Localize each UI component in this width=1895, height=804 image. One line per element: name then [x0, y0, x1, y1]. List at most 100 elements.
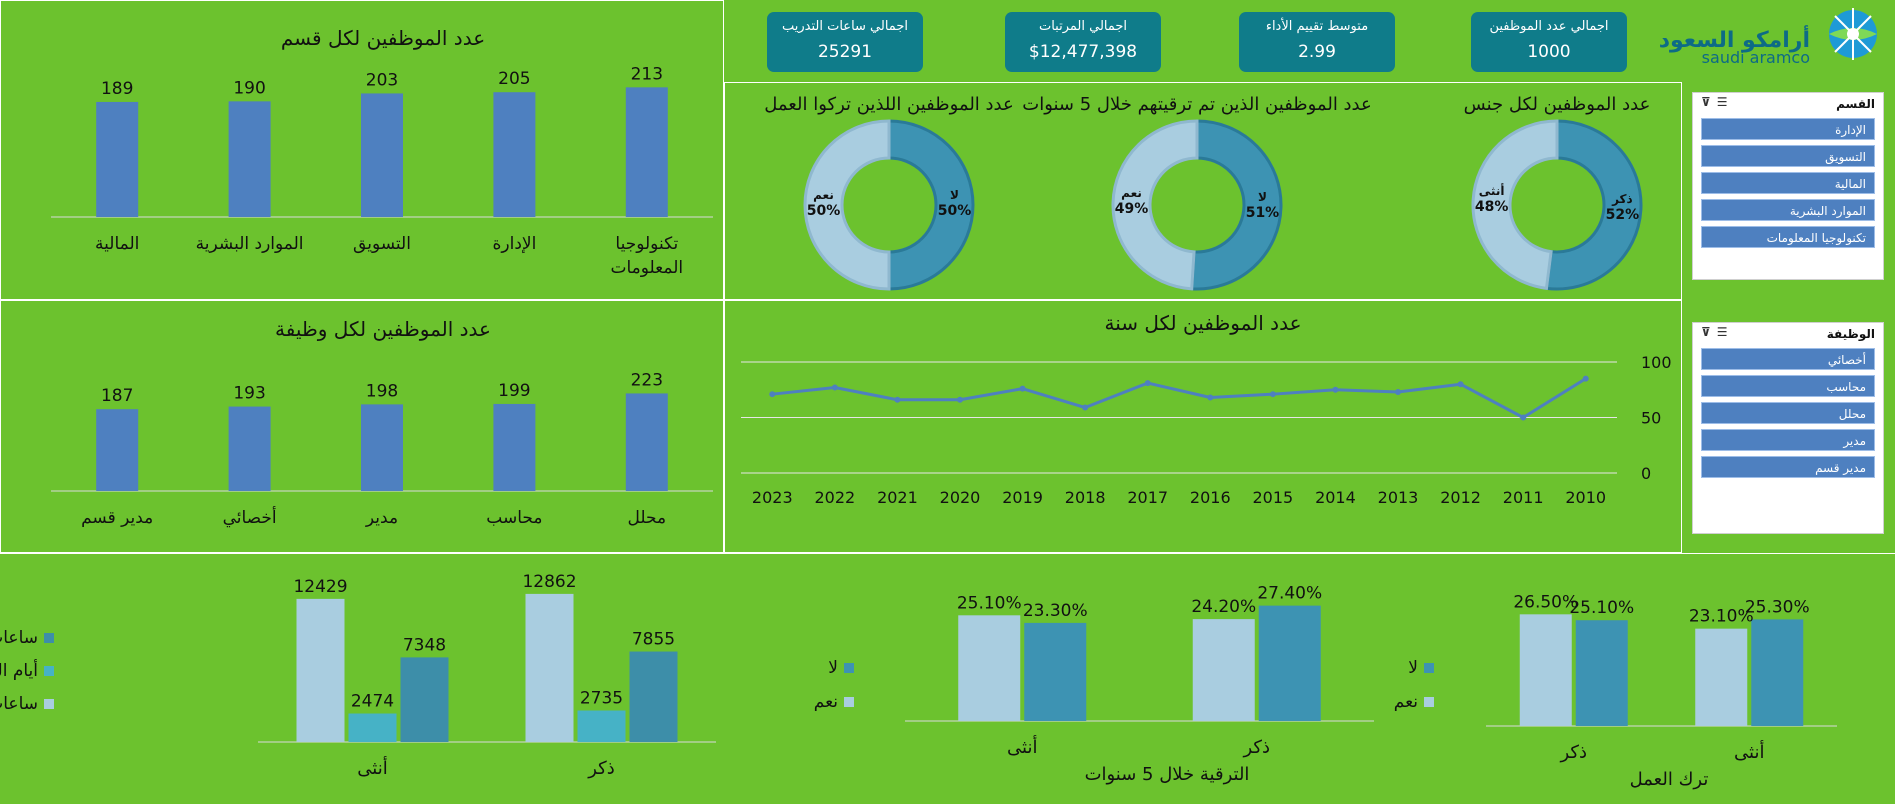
legend-swatch	[44, 699, 54, 709]
data-label: 27.40%	[1257, 584, 1322, 604]
slicer-item-manager[interactable]: مدير	[1701, 429, 1875, 451]
legend-swatch	[1424, 663, 1434, 673]
legend-label: نعم	[1394, 692, 1418, 712]
x-tick-label: 2015	[1252, 488, 1293, 507]
slicer-item-dept-manager[interactable]: مدير قسم	[1701, 456, 1875, 478]
kpi-title: اجمالي المرتبات	[1038, 19, 1128, 34]
bar	[228, 101, 271, 217]
bar	[348, 713, 397, 742]
legend-swatch	[44, 666, 54, 676]
kpi-employees: اجمالي عدد الموظفين 1000	[1471, 12, 1627, 72]
slice-percent: 48%	[1475, 199, 1509, 215]
data-label: 25.30%	[1745, 597, 1810, 617]
chart-title: عدد الموظفين اللذين تركوا العمل	[764, 94, 1013, 115]
data-label: 23.10%	[1689, 607, 1754, 627]
slice-label: ذكر	[1611, 192, 1633, 206]
bar	[958, 615, 1021, 721]
kpi-value: $12,477,398	[1028, 42, 1138, 62]
slicer-item-it[interactable]: تكنولوجيا المعلومات	[1701, 226, 1875, 248]
x-tick-label: 2016	[1190, 488, 1231, 507]
bar	[296, 598, 345, 742]
data-label: 203	[366, 70, 398, 90]
data-label: 7855	[632, 630, 675, 650]
data-label: 193	[233, 384, 265, 404]
donut-slice	[1471, 119, 1559, 291]
multi-select-icon[interactable]: ☰	[1716, 95, 1734, 109]
tick-label: الموارد البشرية	[196, 234, 304, 254]
slicer-item-marketing[interactable]: التسويق	[1701, 145, 1875, 167]
slicer-item-finance[interactable]: المالية	[1701, 172, 1875, 194]
legend-swatch	[1424, 697, 1434, 707]
chart-title: عدد الموظفين لكل قسم	[281, 26, 485, 50]
x-tick-label: 2021	[877, 488, 918, 507]
data-label: 189	[101, 79, 133, 99]
data-label: 190	[233, 78, 265, 98]
data-label: 12862	[522, 572, 576, 592]
slicer-item-admin[interactable]: الإدارة	[1701, 118, 1875, 140]
tick-label: المالية	[95, 234, 139, 254]
data-label: 7348	[403, 635, 446, 655]
data-point	[1395, 388, 1401, 395]
dept-chart-panel: عدد الموظفين لكل قسم 213 تكنولوجيا المعلوما…	[0, 0, 724, 300]
tick-label: مدير قسم	[81, 508, 153, 528]
x-tick-label: 2023	[752, 488, 793, 507]
legend-label: ساعات التدريب	[0, 694, 38, 714]
slicer-item-analyst[interactable]: محلل	[1701, 402, 1875, 424]
bar	[493, 92, 536, 217]
legend-swatch	[844, 663, 854, 673]
clear-filter-icon[interactable]: ⊽	[1701, 325, 1717, 339]
slicer-item-hr[interactable]: الموارد البشرية	[1701, 199, 1875, 221]
bar	[577, 710, 626, 742]
data-point	[1207, 394, 1214, 401]
tick-label: ذكر	[587, 758, 615, 779]
axis-title: ترك العمل	[1630, 769, 1709, 790]
slicer-item-accountant[interactable]: محاسب	[1701, 375, 1875, 397]
series-line	[772, 377, 1587, 419]
bar	[625, 393, 668, 491]
data-point	[1082, 404, 1089, 411]
donut-slice	[1190, 119, 1283, 291]
legend-label: ساعات العمل الإضافي	[0, 628, 38, 648]
tick-label: مدير	[365, 508, 398, 528]
slice-label: لا	[1258, 190, 1267, 204]
x-tick-label: 2011	[1503, 488, 1544, 507]
bar	[96, 101, 139, 217]
dept-bar-chart: عدد الموظفين لكل قسم 213 تكنولوجيا المعلوما…	[51, 26, 713, 278]
tick-label: الإدارة	[492, 234, 536, 254]
data-point	[1582, 375, 1589, 382]
data-label: 25.10%	[957, 593, 1022, 613]
bar	[1751, 619, 1804, 726]
tick-label: أنثى	[1007, 735, 1037, 758]
pies-panel: عدد الموظفين لكل جنس ذكر 52% أنثى 48% عدد الم…	[724, 82, 1682, 300]
legend-swatch	[844, 697, 854, 707]
data-point	[831, 384, 838, 391]
data-point	[1144, 380, 1151, 387]
bar	[228, 406, 271, 491]
job-slicer-title: الوظيفة	[1826, 327, 1875, 341]
aramco-logo: أرامكو السعودية saudi aramco	[1637, 2, 1892, 68]
tick-label: أنثى	[1734, 740, 1764, 763]
bar	[1695, 628, 1748, 726]
aramco-star-icon	[1829, 8, 1877, 60]
chart-title: عدد الموظفين لكل سنة	[1104, 311, 1301, 335]
bar	[625, 87, 668, 217]
y-tick-label: 0	[1641, 464, 1651, 483]
data-label: 12429	[293, 577, 347, 597]
data-point	[957, 396, 963, 403]
slicer-item-specialist[interactable]: أخصائي	[1701, 348, 1875, 370]
tick-label: أنثى	[357, 756, 387, 779]
kpi-performance: متوسط تقييم الأداء 2.99	[1239, 12, 1395, 72]
slice-label: نعم	[813, 188, 834, 202]
tick-label: تكنولوجيا	[615, 234, 678, 254]
slice-percent: 50%	[938, 203, 972, 219]
bar	[1024, 622, 1087, 721]
data-point	[1457, 381, 1464, 388]
multi-select-icon[interactable]: ☰	[1716, 325, 1734, 339]
kpi-value: 2.99	[1298, 42, 1336, 62]
aramco-logo-graphic: أرامكو السعودية saudi aramco	[1637, 8, 1877, 67]
bar	[1192, 619, 1255, 721]
slice-percent: 49%	[1115, 201, 1149, 217]
clear-filter-icon[interactable]: ⊽	[1701, 95, 1717, 109]
